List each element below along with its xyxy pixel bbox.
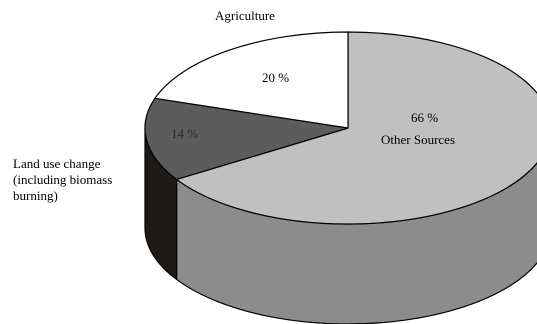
slice-other-sources-percent-label: 66 %	[411, 110, 439, 125]
pie-slice-agriculture	[154, 31, 349, 129]
slice-other-sources-name-label: Other Sources	[381, 132, 456, 147]
slice-land-use-name-line-2: (including biomass	[13, 172, 113, 187]
slice-land-use-percent-label: 14 %	[171, 126, 199, 141]
pie-slice-other-sources	[176, 31, 537, 225]
slice-land-use-name-label: Land use change (including biomass burni…	[13, 156, 112, 204]
slice-land-use-name-line-3: burning)	[13, 188, 58, 203]
slice-agriculture-name-label: Agriculture	[215, 8, 275, 23]
slice-agriculture-percent-label: 20 %	[262, 70, 290, 85]
pie-top-face	[144, 31, 537, 225]
slice-land-use-name-line-1: Land use change	[13, 156, 101, 171]
pie-slice-land-use-change-including-biomass-burning	[144, 97, 349, 181]
